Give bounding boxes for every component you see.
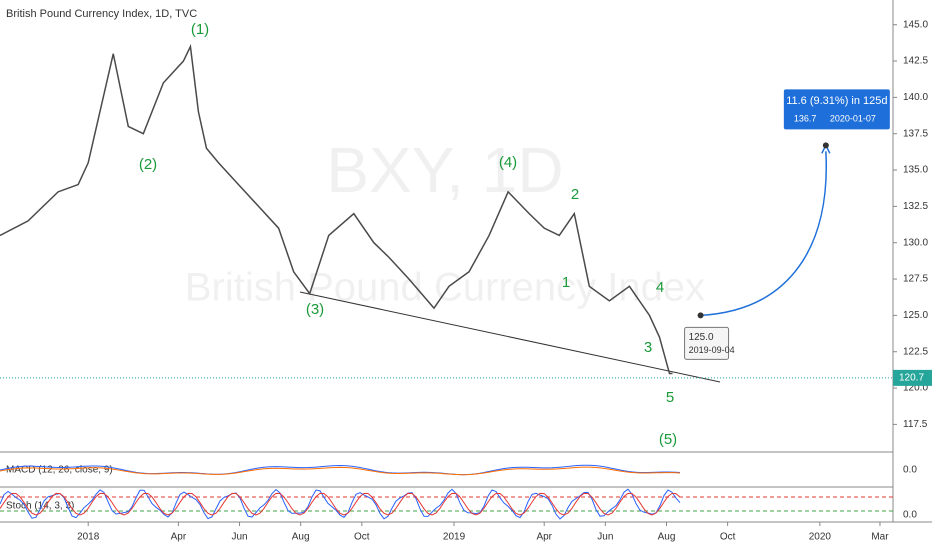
wave-label: (5) bbox=[659, 431, 677, 448]
x-tick-label: Oct bbox=[720, 532, 736, 543]
x-tick-label: 2019 bbox=[443, 532, 466, 543]
y-tick-label: 137.5 bbox=[903, 128, 928, 139]
end-box bbox=[783, 89, 890, 130]
chart-title: British Pound Currency Index, 1D, TVC bbox=[6, 8, 197, 20]
stoch-d bbox=[0, 492, 681, 516]
y-tick-label: 127.5 bbox=[903, 274, 928, 285]
wave-label: 1 bbox=[562, 274, 570, 291]
watermark: British Pound Currency Index bbox=[185, 266, 705, 310]
projection-change: 11.6 (9.31%) in 125d bbox=[786, 95, 887, 107]
projection-curve bbox=[700, 151, 828, 317]
last-price-badge bbox=[893, 369, 932, 386]
wave-label: 5 bbox=[666, 389, 674, 406]
wave-label: (1) bbox=[191, 21, 209, 38]
macd-tick: 0.0 bbox=[903, 465, 917, 476]
wave-label: 4 bbox=[656, 279, 664, 296]
y-tick-label: 142.5 bbox=[903, 56, 928, 67]
y-tick-label: 132.5 bbox=[903, 201, 928, 212]
stoch-tick: 0.0 bbox=[903, 510, 917, 521]
y-tick-label: 117.5 bbox=[903, 419, 928, 430]
wave-label: (2) bbox=[139, 156, 157, 173]
end-value: 136.7 bbox=[794, 114, 817, 124]
projection-start bbox=[697, 312, 704, 319]
x-tick-label: Apr bbox=[171, 532, 187, 543]
y-tick-label: 140.0 bbox=[903, 92, 928, 103]
wave-label: 2 bbox=[571, 186, 579, 203]
end-date: 2020-01-07 bbox=[830, 114, 876, 124]
wave-label: 3 bbox=[644, 339, 652, 356]
x-tick-label: Apr bbox=[536, 532, 552, 543]
x-tick-label: 2018 bbox=[77, 532, 100, 543]
x-tick-label: Mar bbox=[871, 532, 889, 543]
x-tick-label: Jun bbox=[597, 532, 613, 543]
watermark: BXY, 1D bbox=[326, 134, 563, 206]
wave-label: (3) bbox=[306, 301, 324, 318]
x-tick-label: Aug bbox=[658, 532, 676, 543]
projection-end bbox=[822, 142, 829, 149]
y-tick-label: 125.0 bbox=[903, 310, 928, 321]
stoch-k bbox=[0, 488, 681, 520]
y-tick-label: 120.0 bbox=[903, 383, 928, 394]
last-price-label: 120.7 bbox=[899, 373, 924, 384]
start-value: 125.0 bbox=[689, 332, 714, 343]
macd-signal bbox=[0, 466, 681, 476]
y-tick-label: 135.0 bbox=[903, 165, 928, 176]
y-tick-label: 122.5 bbox=[903, 346, 928, 357]
x-tick-label: Oct bbox=[354, 532, 370, 543]
price-line bbox=[0, 43, 673, 375]
trend-line bbox=[299, 291, 721, 383]
start-date: 2019-09-04 bbox=[689, 345, 735, 355]
macd-line bbox=[0, 464, 681, 476]
y-tick-label: 130.0 bbox=[903, 237, 928, 248]
x-tick-label: 2020 bbox=[809, 532, 832, 543]
x-tick-label: Aug bbox=[292, 532, 310, 543]
x-tick-label: Jun bbox=[231, 532, 247, 543]
wave-label: (4) bbox=[499, 154, 517, 171]
stoch-label: Stoch (14, 3, 3) bbox=[6, 501, 74, 512]
y-tick-label: 145.0 bbox=[903, 19, 928, 30]
start-box bbox=[684, 326, 730, 360]
macd-label: MACD (12, 26, close, 9) bbox=[6, 465, 113, 476]
